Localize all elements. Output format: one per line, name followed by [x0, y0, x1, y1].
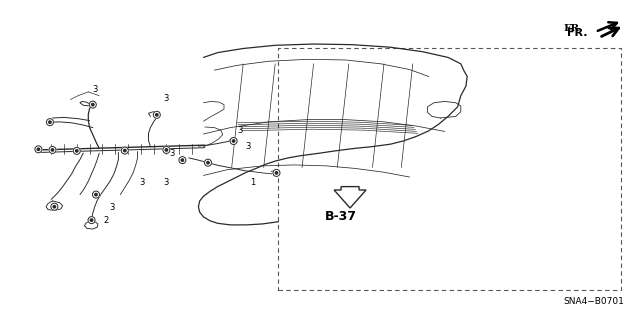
Circle shape — [51, 203, 58, 210]
Circle shape — [47, 119, 53, 126]
Circle shape — [232, 140, 235, 142]
Circle shape — [207, 161, 209, 164]
Text: 3: 3 — [140, 178, 145, 187]
Circle shape — [49, 146, 56, 153]
Text: 3: 3 — [169, 149, 174, 158]
Circle shape — [122, 147, 128, 154]
Text: 3: 3 — [92, 85, 97, 94]
Circle shape — [275, 172, 278, 174]
Circle shape — [205, 159, 211, 166]
Text: B-37: B-37 — [325, 210, 357, 223]
Circle shape — [181, 159, 184, 161]
Text: 1: 1 — [250, 178, 255, 187]
Circle shape — [90, 101, 96, 108]
Circle shape — [35, 146, 42, 153]
Circle shape — [163, 146, 170, 153]
Circle shape — [51, 149, 54, 151]
Circle shape — [92, 103, 94, 106]
Circle shape — [179, 157, 186, 164]
Circle shape — [165, 149, 168, 151]
Text: SNA4−B0701: SNA4−B0701 — [563, 297, 624, 306]
Text: FR.: FR. — [564, 24, 584, 33]
Circle shape — [230, 137, 237, 145]
Text: 3: 3 — [164, 178, 169, 187]
Circle shape — [76, 150, 78, 152]
Text: 3: 3 — [237, 126, 243, 135]
Text: 3: 3 — [109, 204, 115, 212]
Circle shape — [74, 147, 80, 154]
Circle shape — [37, 148, 40, 151]
Bar — [278, 48, 621, 290]
Circle shape — [90, 219, 93, 221]
Circle shape — [88, 217, 95, 224]
Circle shape — [95, 193, 97, 196]
Circle shape — [49, 121, 51, 123]
Circle shape — [53, 205, 56, 208]
Circle shape — [156, 114, 158, 116]
Circle shape — [124, 149, 126, 152]
Circle shape — [154, 111, 160, 118]
Circle shape — [93, 191, 99, 198]
Circle shape — [273, 169, 280, 176]
Text: FR.: FR. — [567, 28, 588, 39]
Text: 3: 3 — [164, 94, 169, 103]
Text: 3: 3 — [245, 142, 250, 151]
Text: 2: 2 — [103, 216, 108, 225]
